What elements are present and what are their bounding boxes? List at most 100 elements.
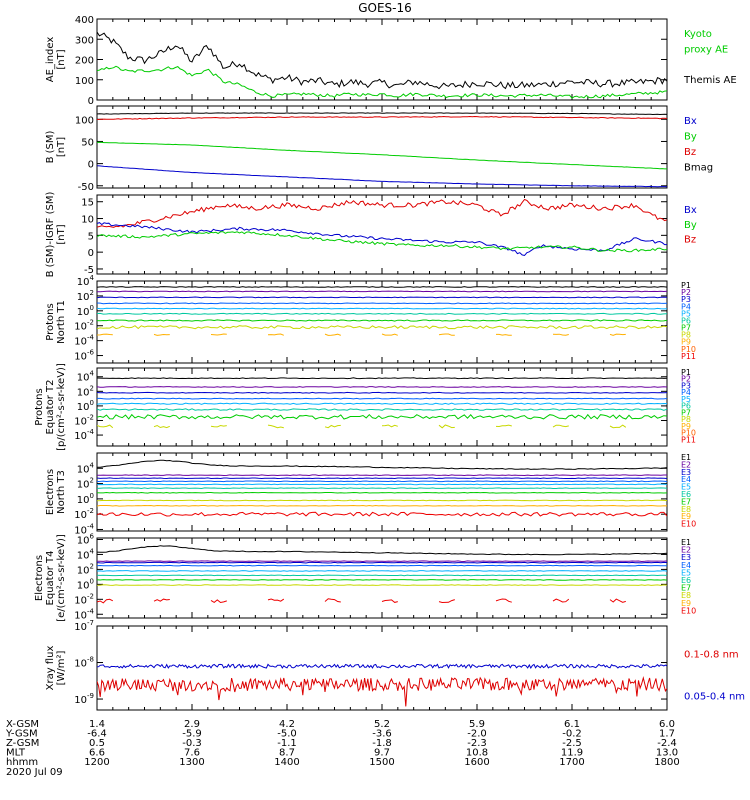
channel-label: E2 [681,460,691,469]
y-tick-label: 10-6 [74,349,94,363]
legend-entry: Bz [684,147,696,158]
x-row-value: 0.5 [89,738,105,749]
x-row-value: 1300 [179,757,204,768]
y-axis-label: Electrons [34,555,45,601]
panel-frame [96,367,668,447]
y-tick-label: 104 [77,461,95,475]
y-tick-label: 10-4 [74,428,94,442]
x-row-value: 1800 [654,757,679,768]
x-row-value: -1.1 [277,738,297,749]
channel-e1 [97,545,667,556]
x-row-value: 1200 [84,757,109,768]
y-tick-label: 300 [75,35,94,46]
legend-entry: 0.1-0.8 nm [684,650,739,661]
y-tick-label: 102 [77,289,94,303]
x-row-value: 9.7 [374,748,390,759]
y-tick-label: -50 [78,182,94,193]
y-tick-label: 100 [75,115,94,126]
x-row-value: 1500 [369,757,394,768]
channel-p4 [97,397,667,400]
series-bx [97,165,667,188]
y-axis-label: [nT] [56,49,67,69]
x-row-value: 1400 [274,757,299,768]
plot-area [97,663,667,707]
channel-e3 [97,561,667,564]
panel-ae: 0 100 200 300 400 AE_index [nT] Kyoto proxy AE Th… [45,15,737,107]
channel-label: P7 [681,324,691,333]
channel-e7 [97,579,667,581]
channel-p2 [97,386,667,388]
channel-p5 [97,307,667,310]
channel-label: P4 [681,388,691,397]
y-axis-label: North T1 [56,300,67,344]
x-row-value: 8.7 [279,748,295,759]
x-row-value: 6.1 [564,719,580,730]
x-row-value: -5.9 [182,729,202,740]
channel-e6 [97,574,667,577]
y-tick-label: 0 [88,96,94,107]
y-tick-label: 100 [75,76,94,87]
channel-label: P2 [681,288,691,297]
channel-label: E9 [681,599,691,608]
series-bx [97,222,667,257]
plot-area [97,545,667,603]
y-tick-label: 100 [77,577,94,591]
channel-label: E1 [681,453,691,462]
x-row-value: 1.4 [89,719,105,730]
y-tick-label: 100 [77,399,94,413]
y-tick-label: 104 [77,370,95,384]
legend-entry: Themis AE [683,75,737,86]
x-row-value: -2.0 [467,729,487,740]
legend-entry: Bx [684,205,697,216]
channel-e2 [97,560,667,563]
channel-e6 [97,487,667,490]
y-axis-label: [nT] [56,137,67,157]
series-themis-ae [97,31,667,90]
channel-e8 [97,584,667,586]
channel-e4 [97,480,667,483]
channel-label: E7 [681,497,691,506]
channel-label: P1 [681,368,691,377]
channel-label: E6 [681,576,691,585]
channel-p2 [97,290,667,293]
channel-p1 [97,286,667,288]
channel-p5 [97,402,667,405]
y-axis-label: B (SM)-IGRF (SM) [45,192,56,278]
series-kyoto-proxy-ae [97,65,667,99]
channel-label: E4 [681,475,691,484]
channel-e5 [97,483,667,486]
y-axis-label: B (SM) [45,130,56,163]
y-tick-label: 102 [77,384,94,398]
x-row-value: -0.3 [182,738,202,749]
figure-title: GOES-16 [358,1,412,15]
channel-p8 [97,325,667,330]
channel-label: P6 [681,402,691,411]
channel-p3 [97,296,667,299]
x-row-label: MLT [6,748,26,759]
panel-xray: 10-7 10-8 10-9 Xray flux [W/m²] 0.1-0.8 nm 0.0… [45,619,745,711]
series-bz [97,115,667,120]
channel-e3 [97,477,667,480]
channel-label: P2 [681,375,691,384]
y-tick-label: 10-2 [74,319,94,333]
channel-label: E5 [681,568,691,577]
y-tick-label: 100 [77,492,94,506]
series-by [97,231,667,253]
y-tick-label: 100 [77,304,94,318]
channel-e1 [97,459,667,470]
channel-label: P4 [681,302,691,311]
legend-entry: Bx [684,116,697,127]
channel-label: P8 [681,415,691,424]
y-tick-label: 10-7 [74,619,94,633]
channel-p6 [97,408,667,411]
y-tick-label: 10-2 [74,507,94,521]
date-label: 2020 Jul 09 [6,767,63,778]
x-row-value: 5.2 [374,719,390,730]
legend-entry: Kyoto [684,29,712,40]
channel-label: E6 [681,490,691,499]
y-tick-label: 50 [81,137,94,148]
y-axis-label: [p/(cm²-s-sr-keV)] [56,363,67,451]
y-tick-label: 5 [88,231,94,242]
channel-label: P5 [681,309,691,318]
